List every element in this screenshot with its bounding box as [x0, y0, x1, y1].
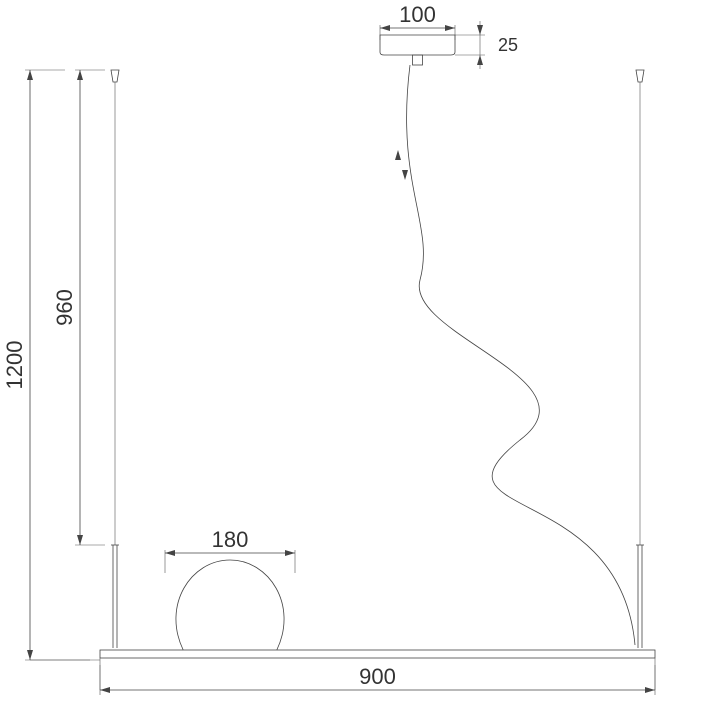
dim-label-960: 960: [52, 289, 77, 326]
dim-label-180: 180: [212, 527, 249, 552]
dim-label-900: 900: [359, 664, 396, 689]
shelf: [100, 650, 655, 658]
dimension-drawing: 1200 960 900 180 100 25: [0, 0, 717, 720]
power-cord: [407, 65, 635, 645]
dim-label-25: 25: [498, 35, 518, 55]
globe: [176, 560, 284, 650]
dim-label-1200: 1200: [2, 341, 27, 390]
dim-label-100: 100: [399, 2, 436, 27]
